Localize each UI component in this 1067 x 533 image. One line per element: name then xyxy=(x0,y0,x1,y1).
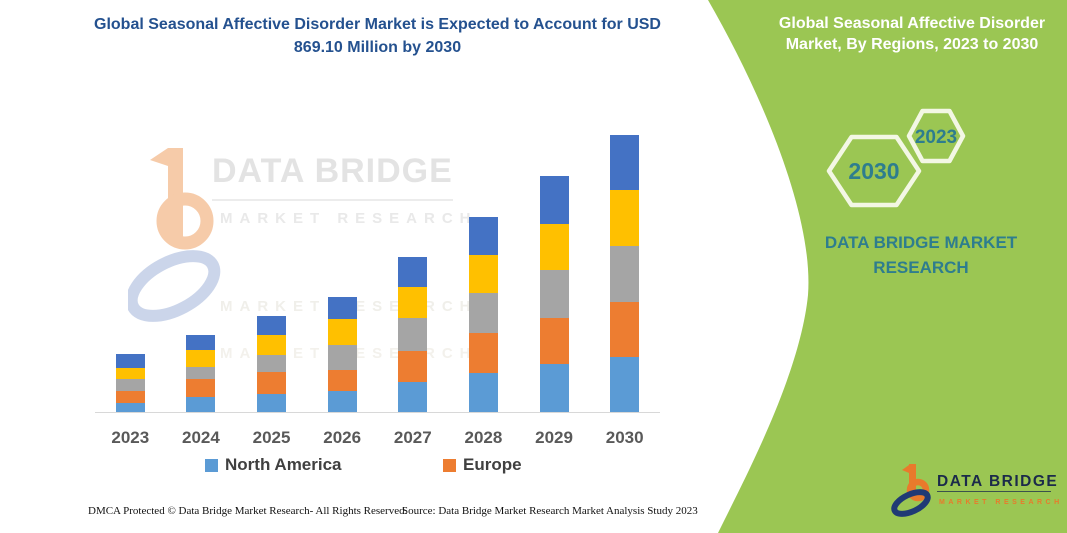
side-panel-brand-text: DATA BRIDGE MARKET RESEARCH xyxy=(824,233,1018,277)
bar-segment-europe-2026 xyxy=(327,369,357,392)
x-axis-label-2030: 2030 xyxy=(605,428,644,447)
bars-area xyxy=(95,0,660,413)
bar-segment-unlabeled-dark-blue-2027 xyxy=(398,256,428,287)
green-wave-shape xyxy=(708,0,1067,533)
legend-label: Europe xyxy=(463,455,522,474)
bar-stack-2029 xyxy=(539,175,569,413)
bar-segment-unlabeled-dark-blue-2029 xyxy=(539,175,569,224)
logo-b-stem-icon xyxy=(909,464,916,496)
legend-swatch-icon xyxy=(205,458,218,472)
bar-segment-europe-2024 xyxy=(186,378,216,397)
x-axis-line xyxy=(95,412,660,413)
bar-segment-unlabeled-gray-2026 xyxy=(327,344,357,370)
bar-segment-north-america-2029 xyxy=(539,363,569,413)
bar-segment-unlabeled-yellow-2023 xyxy=(115,368,145,380)
bar-segment-unlabeled-gray-2027 xyxy=(398,318,428,352)
bar-stack-2024 xyxy=(186,335,216,413)
bar-segment-unlabeled-dark-blue-2030 xyxy=(610,135,640,191)
bar-segment-europe-2025 xyxy=(257,371,287,395)
bar-segment-unlabeled-yellow-2029 xyxy=(539,223,569,270)
legend-item-north-america: North America xyxy=(205,455,342,475)
bar-group-2029 xyxy=(519,0,590,413)
bar-segment-north-america-2024 xyxy=(186,397,216,413)
legend-swatch-icon xyxy=(443,458,456,472)
legend-label: North America xyxy=(225,455,342,474)
bar-segment-europe-2030 xyxy=(610,301,640,358)
bar-group-2026 xyxy=(307,0,378,413)
bar-segment-europe-2028 xyxy=(468,332,498,373)
bar-segment-unlabeled-dark-blue-2024 xyxy=(186,335,216,351)
bar-segment-unlabeled-gray-2023 xyxy=(115,379,145,391)
bar-segment-north-america-2028 xyxy=(468,372,498,413)
bar-segment-unlabeled-dark-blue-2023 xyxy=(115,354,145,369)
x-axis-label-2025: 2025 xyxy=(252,428,291,447)
bar-segment-north-america-2027 xyxy=(398,382,428,413)
bar-stack-2023 xyxy=(115,354,145,413)
logo-b-flag-icon xyxy=(902,465,909,473)
x-axis-label-2026: 2026 xyxy=(323,428,362,447)
bar-segment-unlabeled-yellow-2030 xyxy=(610,190,640,246)
x-axis-label-2023: 2023 xyxy=(111,428,150,447)
footer-dmca-text: DMCA Protected © Data Bridge Market Rese… xyxy=(88,505,408,517)
bar-segment-unlabeled-yellow-2028 xyxy=(468,254,498,293)
data-bridge-logo: DATA BRIDGE MARKET RESEARCH xyxy=(891,464,1061,517)
bar-segment-unlabeled-gray-2025 xyxy=(257,355,287,372)
hexagon-2023-icon xyxy=(906,108,966,164)
bar-stack-2028 xyxy=(468,217,498,413)
bar-group-2024 xyxy=(166,0,237,413)
watermark-title: DATA BRIDGE xyxy=(212,152,453,201)
bar-segment-unlabeled-yellow-2024 xyxy=(186,350,216,367)
x-axis-label-2024: 2024 xyxy=(182,428,220,447)
logo-b-bowl-icon xyxy=(906,478,930,502)
bar-stack-2025 xyxy=(257,316,287,413)
bar-segment-unlabeled-yellow-2027 xyxy=(398,286,428,319)
logo-swoosh-icon xyxy=(891,489,931,517)
bar-segment-europe-2023 xyxy=(115,390,145,403)
hexagon-2023-label: 2023 xyxy=(915,127,957,148)
logo-name-label: DATA BRIDGE xyxy=(937,473,1058,490)
watermark-logo-icon xyxy=(128,148,221,322)
bar-group-2028 xyxy=(448,0,519,413)
x-axis-label-2029: 2029 xyxy=(535,428,573,447)
bar-segment-unlabeled-gray-2030 xyxy=(610,245,640,302)
bar-group-2030 xyxy=(589,0,660,413)
bar-segment-unlabeled-dark-blue-2028 xyxy=(468,217,498,255)
bar-segment-europe-2029 xyxy=(539,318,569,364)
bar-segment-north-america-2025 xyxy=(257,394,287,413)
hexagon-2030-label: 2030 xyxy=(848,158,899,184)
bar-stack-2027 xyxy=(398,256,428,413)
watermark-subtitle: MARKET RESEARCH xyxy=(220,210,478,227)
x-axis-label-2027: 2027 xyxy=(393,428,432,447)
bar-segment-north-america-2030 xyxy=(610,357,640,413)
bar-stack-2030 xyxy=(610,135,640,413)
bar-segment-europe-2027 xyxy=(398,351,428,383)
legend-item-europe: Europe xyxy=(443,455,522,475)
bar-segment-north-america-2026 xyxy=(327,391,357,413)
bar-group-2025 xyxy=(236,0,307,413)
bar-segment-unlabeled-dark-blue-2026 xyxy=(327,297,357,320)
bar-segment-north-america-2023 xyxy=(115,402,145,413)
hexagon-2030-icon xyxy=(826,134,922,208)
bar-segment-unlabeled-gray-2029 xyxy=(539,269,569,319)
bar-segment-unlabeled-gray-2024 xyxy=(186,367,216,379)
hexagon-years-graphic: 2030 2023 xyxy=(826,108,966,208)
bar-segment-unlabeled-yellow-2025 xyxy=(257,334,287,356)
bar-segment-unlabeled-yellow-2026 xyxy=(327,319,357,345)
logo-subtitle-label: MARKET RESEARCH xyxy=(939,499,1061,506)
side-panel-title: Global Seasonal Affective Disorder Marke… xyxy=(778,15,1046,53)
bar-segment-unlabeled-dark-blue-2025 xyxy=(257,316,287,335)
bar-segment-unlabeled-gray-2028 xyxy=(468,292,498,333)
footer-source-text: Source: Data Bridge Market Research Mark… xyxy=(402,505,698,517)
bar-stack-2026 xyxy=(327,297,357,413)
x-labels: 2023 2024 2025 2026 2027 2028 2029 2030 xyxy=(95,428,660,448)
x-axis-label-2028: 2028 xyxy=(464,428,503,447)
chart-legend: North America Europe xyxy=(95,455,660,477)
bar-group-2027 xyxy=(378,0,449,413)
chart-title: Global Seasonal Affective Disorder Marke… xyxy=(94,16,661,57)
bar-group-2023 xyxy=(95,0,166,413)
